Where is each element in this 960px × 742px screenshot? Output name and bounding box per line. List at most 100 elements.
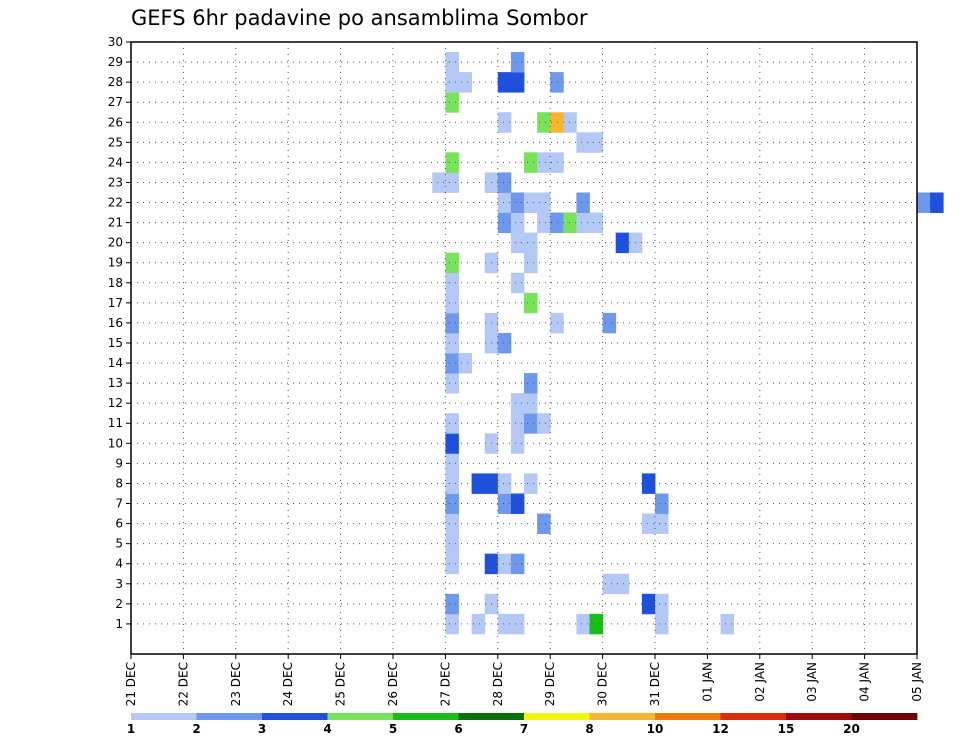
x-tick-label: 01 JAN (700, 662, 714, 702)
precip-cell (537, 112, 551, 133)
precip-cell (497, 613, 512, 635)
precip-cell (445, 92, 459, 113)
precip-cell (497, 212, 512, 234)
precip-cell (510, 613, 525, 635)
precip-cell (445, 513, 459, 535)
precip-cell (445, 373, 459, 394)
precip-cells (432, 52, 944, 635)
precip-cell (510, 393, 525, 414)
precip-cell (524, 292, 538, 314)
colorbar-label: 2 (192, 722, 200, 736)
precip-cell (537, 212, 551, 234)
precip-cell (641, 513, 656, 535)
precip-cell (510, 212, 525, 234)
x-tick-label: 04 JAN (858, 662, 872, 702)
precip-cell (655, 613, 669, 635)
y-tick-label: 27 (108, 95, 123, 109)
y-tick-label: 2 (115, 597, 123, 611)
precip-cell (524, 413, 538, 434)
precip-cell (510, 433, 525, 454)
y-tick-label: 17 (108, 296, 123, 310)
precip-cell (445, 473, 459, 494)
precip-cell (432, 172, 446, 193)
precip-cell (655, 493, 669, 514)
y-tick-label: 4 (115, 557, 123, 571)
y-tick-label: 29 (108, 55, 123, 69)
precip-cell (720, 613, 734, 635)
colorbar-label: 7 (520, 722, 528, 736)
precip-cell (497, 112, 512, 133)
precip-cell (510, 72, 525, 93)
precip-cell (641, 473, 656, 494)
precip-cell (550, 112, 564, 133)
precip-cell (550, 212, 564, 234)
y-tick-label: 11 (108, 416, 123, 430)
precip-cell (589, 613, 603, 635)
colorbar-swatch (720, 713, 787, 720)
colorbar-swatch (131, 713, 197, 720)
y-tick-label: 28 (108, 75, 123, 89)
precip-cell (497, 473, 512, 494)
precip-cell (510, 272, 525, 294)
x-tick-label: 24 DEC (281, 662, 295, 706)
precip-cell (445, 292, 459, 314)
colorbar-swatch (262, 713, 328, 720)
x-tick-label: 23 DEC (229, 662, 243, 706)
colorbar-swatch (589, 713, 656, 720)
precip-cell (589, 212, 603, 234)
y-tick-label: 8 (115, 476, 123, 490)
x-tick-label: 28 DEC (491, 662, 505, 706)
precip-cell (615, 232, 630, 254)
colorbar-label: 1 (127, 722, 135, 736)
precip-cell (917, 192, 931, 213)
precip-cell (602, 573, 617, 595)
colorbar-label: 15 (778, 722, 795, 736)
precip-cell (550, 152, 564, 173)
precip-cell (445, 52, 459, 73)
precip-cell (524, 393, 538, 414)
y-tick-label: 30 (108, 35, 123, 49)
y-tick-label: 21 (108, 216, 123, 230)
y-tick-label: 22 (108, 196, 123, 210)
precip-cell (458, 72, 472, 93)
y-axis: 1234567891011121314151617181920212223242… (108, 35, 131, 631)
y-tick-label: 20 (108, 236, 123, 250)
colorbar-swatch (524, 713, 590, 720)
precip-cell (641, 593, 656, 615)
y-tick-label: 6 (115, 517, 123, 531)
precip-cell (655, 593, 669, 615)
precip-cell (576, 613, 590, 635)
colorbar-swatch (851, 713, 918, 720)
x-tick-label: 05 JAN (910, 662, 924, 702)
x-tick-label: 31 DEC (648, 662, 662, 706)
y-tick-label: 23 (108, 175, 123, 189)
precip-cell (445, 72, 459, 93)
precip-cell (524, 152, 538, 173)
y-tick-label: 5 (115, 537, 123, 551)
precip-cell (445, 172, 459, 193)
colorbar-label: 10 (647, 722, 664, 736)
precip-cell (510, 232, 525, 254)
y-tick-label: 9 (115, 456, 123, 470)
precip-cell (576, 192, 590, 213)
precip-cell (497, 72, 512, 93)
precip-cell (655, 513, 669, 535)
precip-cell (537, 513, 551, 535)
colorbar-label: 6 (454, 722, 462, 736)
y-tick-label: 26 (108, 115, 123, 129)
precip-cell (550, 312, 564, 334)
y-tick-label: 16 (108, 316, 123, 330)
precip-cell (445, 332, 459, 354)
precip-cell (537, 192, 551, 213)
colorbar-swatch (327, 713, 394, 720)
x-tick-label: 30 DEC (596, 662, 610, 706)
precip-cell (615, 573, 630, 595)
y-tick-label: 3 (115, 577, 123, 591)
colorbar-swatch (196, 713, 263, 720)
colorbar-label: 4 (323, 722, 331, 736)
precip-cell (445, 493, 459, 514)
precip-cell (445, 613, 459, 635)
precip-cell (497, 553, 512, 575)
colorbar-swatch (786, 713, 852, 720)
